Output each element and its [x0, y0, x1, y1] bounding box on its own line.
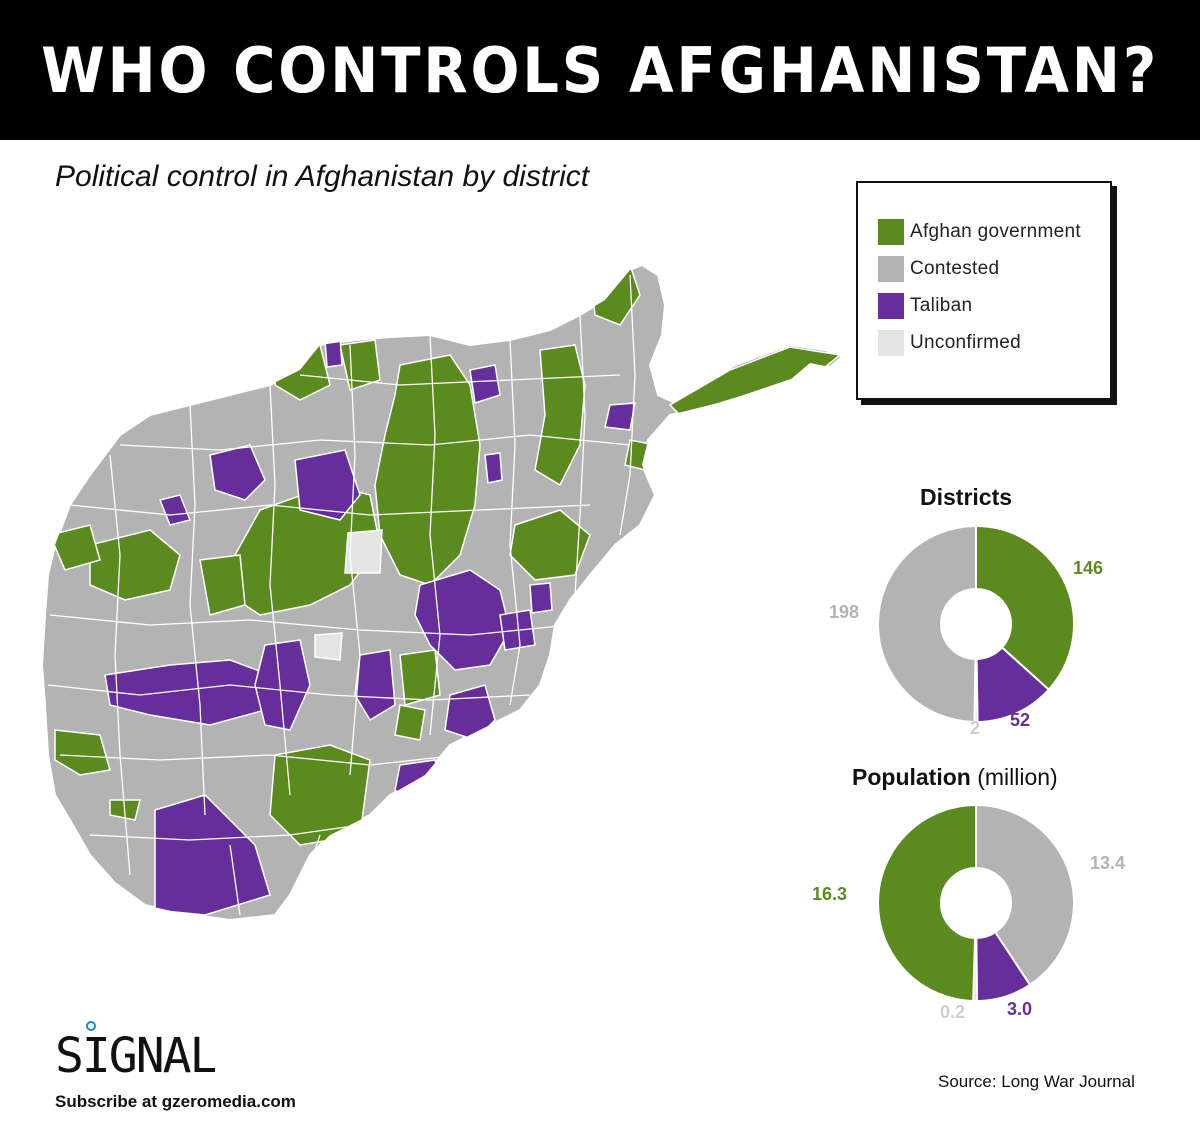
districts-value-unconfirmed: 2: [970, 718, 981, 738]
population-title-suffix: (million): [977, 764, 1058, 790]
legend-label: Contested: [910, 257, 1000, 279]
map-legend: Afghan government Contested Taliban Unco…: [856, 181, 1112, 400]
population-value-government: 16.3: [812, 884, 848, 904]
page-title: WHO CONTROLS AFGHANISTAN?: [40, 33, 1160, 107]
districts-value-contested: 198: [829, 602, 860, 622]
legend-swatch-taliban: [878, 292, 904, 319]
legend-swatch-unconfirmed: [878, 329, 904, 356]
legend-label: Taliban: [910, 294, 973, 316]
population-title-text: Population: [852, 764, 971, 790]
header-bar: WHO CONTROLS AFGHANISTAN?: [0, 0, 1200, 140]
population-donut-chart: [877, 803, 1075, 1003]
population-value-contested: 13.4: [1090, 853, 1126, 873]
district-boundaries: [47, 274, 636, 916]
afghanistan-district-map: [40, 263, 844, 922]
logo-dot-icon: [86, 1021, 96, 1031]
legend-item-contested: Contested: [878, 250, 1110, 287]
districts-donut-chart: [876, 524, 1075, 724]
legend-swatch-contested: [878, 255, 904, 282]
signal-logo: SIGNAL: [55, 1021, 215, 1080]
legend-item-taliban: Taliban: [878, 287, 1110, 324]
population-value-unconfirmed: 0.2: [940, 1002, 966, 1022]
legend-label: Unconfirmed: [910, 331, 1022, 353]
population-chart-title: Population (million): [852, 764, 1058, 791]
unconfirmed-districts: [314, 529, 383, 661]
donut-slice-afghan-government: [877, 803, 977, 1002]
logo-text: SIGNAL: [55, 1028, 215, 1080]
donut-slice-afghan-government: [975, 524, 1075, 692]
districts-value-taliban: 52: [1010, 710, 1031, 730]
donut-slice-contested: [876, 524, 977, 724]
map-subtitle: Political control in Afghanistan by dist…: [55, 160, 590, 193]
source-credit: Source: Long War Journal: [938, 1072, 1135, 1091]
subscribe-link[interactable]: Subscribe at gzeromedia.com: [55, 1092, 296, 1111]
legend-swatch-government: [878, 218, 904, 245]
districts-value-government: 146: [1073, 558, 1104, 578]
legend-item-government: Afghan government: [878, 213, 1110, 250]
legend-label: Afghan government: [910, 220, 1081, 242]
legend-item-unconfirmed: Unconfirmed: [878, 324, 1110, 361]
districts-title-text: Districts: [920, 484, 1013, 510]
districts-chart-title: Districts: [920, 484, 1012, 511]
population-value-taliban: 3.0: [1007, 999, 1033, 1019]
